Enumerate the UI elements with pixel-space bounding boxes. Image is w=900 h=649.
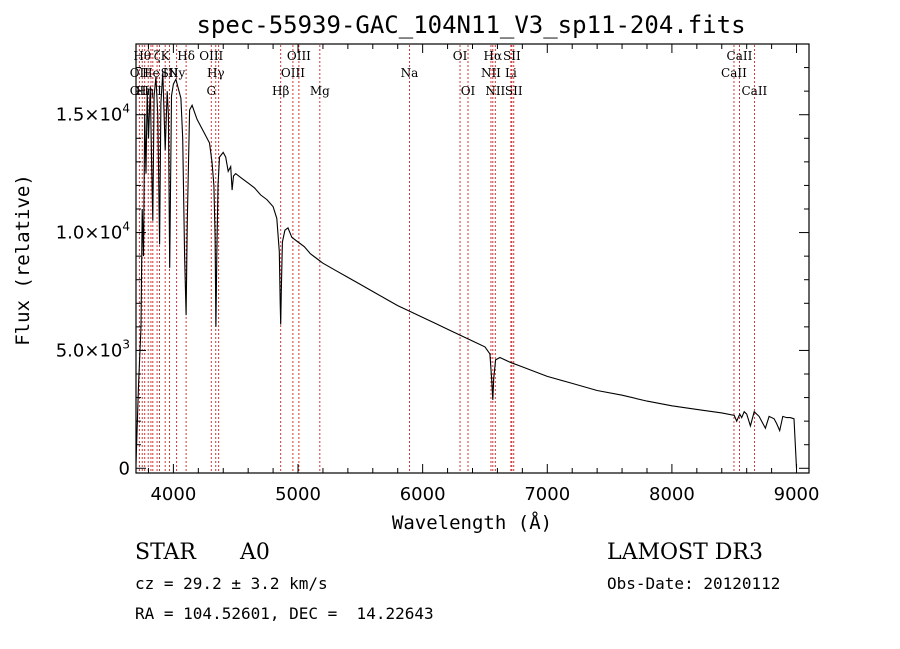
y-axis-label: Flux (relative) <box>12 174 34 346</box>
line-label-1-0: Hθ <box>133 49 151 63</box>
object-subclass: A0 <box>240 540 270 565</box>
line-label-10-0: Ny <box>168 66 186 80</box>
y-tick-label-1: 5.0×103 <box>56 337 130 361</box>
line-label-4-0: He <box>142 66 160 80</box>
redshift-cz: cz = 29.2 ± 3.2 km/s <box>135 574 328 593</box>
x-tick-label-2: 6000 <box>400 484 446 505</box>
line-label-2-0: Hη <box>136 84 154 98</box>
line-label-11-0: Hδ <box>177 49 195 63</box>
line-label-29-0: CaII <box>727 49 753 63</box>
line-label-7-0: I <box>157 84 162 98</box>
line-label-6-0: ζ <box>154 49 161 63</box>
chart-title: spec-55939-GAC_104N11_V3_sp11-204.fits <box>196 11 745 39</box>
survey-name: LAMOST DR3 <box>607 540 763 565</box>
line-label-28-0: CaII <box>721 66 747 80</box>
line-label-16-0: OIII <box>281 66 305 80</box>
line-label-30-0: CaII <box>741 84 767 98</box>
spectrum-line <box>135 72 798 469</box>
line-label-18-0: Mg <box>310 84 330 98</box>
line-label-9-0: SII <box>161 66 179 80</box>
y-axis-ticks: 0 5.0×103 1.0×104 1.5×104 <box>56 67 809 479</box>
line-label-26-0: SII <box>503 49 521 63</box>
y-tick-label-2: 1.0×104 <box>56 220 130 244</box>
line-label-24-0: NII <box>485 84 505 98</box>
x-tick-label-3: 7000 <box>524 484 570 505</box>
x-tick-label-1: 5000 <box>275 484 321 505</box>
line-label-19-0: Na <box>401 66 419 80</box>
x-axis-label: Wavelength (Å) <box>392 511 552 534</box>
x-axis-ticks: 4000 5000 6000 7000 8000 9000 <box>147 44 820 505</box>
ra-dec-coordinates: RA = 104.52601, DEC = 14.22643 <box>135 604 434 623</box>
line-label-20-0: OI <box>453 49 468 63</box>
object-class: STAR <box>135 540 196 565</box>
line-label-12-1: G <box>206 84 216 98</box>
y-tick-label-0: 0 <box>119 458 130 479</box>
x-tick-label-4: 8000 <box>649 484 695 505</box>
x-tick-label-0: 4000 <box>150 484 196 505</box>
line-label-23-0: Hα <box>484 49 503 63</box>
plot-frame <box>135 43 810 474</box>
line-label-8-1: I <box>163 66 168 80</box>
x-tick-label-5: 9000 <box>774 484 820 505</box>
line-label-21-0: OI <box>461 84 476 98</box>
emission-line-markers <box>138 45 755 472</box>
line-label-17-0: OIII <box>287 49 311 63</box>
line-label-0-0: OII <box>130 66 150 80</box>
line-label-27-0: SII <box>505 84 523 98</box>
line-label-13-0: Hγ <box>207 66 225 80</box>
line-label-22-0: NII <box>481 66 501 80</box>
line-label-25-0: Li <box>505 66 517 80</box>
observation-date: Obs-Date: 20120112 <box>607 574 781 593</box>
line-label-15-0: Hβ <box>272 84 289 98</box>
line-label-12-0: OIII <box>199 49 223 63</box>
line-label-8-0: K <box>161 49 171 63</box>
y-tick-label-3: 1.5×104 <box>56 102 130 126</box>
